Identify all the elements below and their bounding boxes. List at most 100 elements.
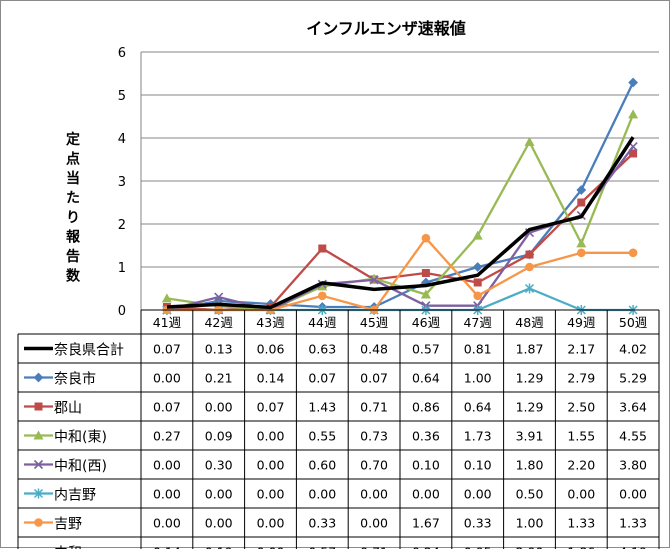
data-point-marker [420, 289, 431, 299]
table-cell-value: 2.79 [567, 371, 595, 386]
data-point-marker [421, 233, 431, 243]
table-cell-value: 0.10 [412, 458, 440, 473]
data-point-marker [525, 262, 534, 272]
y-tick-label: 0 [118, 304, 126, 319]
data-point-marker [369, 275, 379, 285]
y-tick-label: 2 [118, 218, 126, 233]
data-point-marker [577, 248, 586, 258]
table-cell-value: 0.64 [412, 371, 440, 386]
series-1 [166, 136, 635, 310]
table-cell-value: 0.81 [464, 342, 492, 357]
table-cell-value: 4.55 [619, 429, 647, 444]
table-cell-value: 0.00 [153, 487, 181, 502]
table-cell-value: 0.55 [308, 429, 336, 444]
table-cell-value: 1.87 [516, 342, 544, 357]
table-cell-value: 0.00 [360, 516, 388, 531]
gridlines [140, 51, 659, 310]
table-cell-value: 0.00 [619, 487, 647, 502]
legend-label: 奈良県合計 [54, 343, 124, 359]
table-cell-value: 0.00 [360, 487, 388, 502]
series-line [166, 136, 635, 310]
table-row: 郡山 0.07 0.00 0.07 1.43 0.71 0.86 0.64 1.29 2.50 3.… [24, 400, 647, 417]
table-cell-value: 0.00 [257, 516, 285, 531]
y-tick-labels: 0 1 2 3 4 5 6 [118, 46, 126, 319]
table-cell-value: 0.00 [412, 487, 440, 502]
table-cell-value: 0.14 [153, 545, 181, 550]
x-tick-label: 42週 [204, 315, 233, 330]
data-point-marker [317, 281, 328, 291]
table-cell-value: 1.67 [412, 516, 440, 531]
table-cell-value: 2.20 [567, 458, 595, 473]
table-row: 中和 0.14 0.19 0.00 0.57 0.71 0.24 0.95 2.90 1.86 4.… [54, 545, 647, 553]
data-point-marker [577, 198, 586, 207]
table-cell-value: 0.00 [205, 487, 233, 502]
table-row: 中和(東) 0.27 0.09 0.00 0.55 0.73 0.36 1.73 3.91 1.5… [24, 429, 647, 446]
table-cell-value: 0.10 [464, 458, 492, 473]
data-point-marker [318, 244, 327, 253]
table-cell-value: 1.33 [567, 516, 595, 531]
table-cell-value: 1.80 [516, 458, 544, 473]
data-point-marker [576, 238, 587, 248]
table-cell-value: 0.63 [308, 342, 336, 357]
table-cell-value: 0.60 [308, 458, 336, 473]
table-row: 中和(西) 0.00 0.30 0.00 0.60 0.70 0.10 0.10 1.80 2.2… [24, 458, 647, 475]
data-point-marker [161, 293, 172, 303]
table-cell-value: 0.86 [412, 400, 440, 415]
table-cell-value: 0.33 [308, 516, 336, 531]
legend-label: 郡山 [54, 401, 82, 417]
table-cell-value: 3.91 [516, 429, 544, 444]
data-point-marker [576, 185, 587, 195]
table-cell-value: 0.70 [360, 458, 388, 473]
table-cell-value: 0.33 [464, 516, 492, 531]
y-tick-label: 1 [118, 261, 126, 276]
table-cell-value: 4.19 [619, 545, 647, 550]
data-point-marker [472, 230, 483, 240]
data-point-marker [524, 136, 535, 146]
table-cell-value: 1.00 [464, 371, 492, 386]
data-point-marker [473, 278, 482, 287]
y-tick-label: 4 [118, 132, 126, 147]
table-cell-value: 2.17 [567, 342, 595, 357]
x-tick-label: 44週 [308, 315, 337, 330]
data-point-marker [33, 488, 44, 499]
data-point-marker [34, 518, 43, 527]
table-cell-value: 1.33 [619, 516, 647, 531]
table-cell-value: 0.00 [567, 487, 595, 502]
y-tick-label: 3 [118, 175, 126, 190]
legend-label: 中和(西) [54, 459, 107, 475]
series-line [166, 237, 634, 312]
table-cell-value: 0.57 [412, 342, 440, 357]
table-cell-value: 0.00 [257, 487, 285, 502]
table-cell-value: 0.00 [257, 458, 285, 473]
table-cell-value: 2.50 [567, 400, 595, 415]
table-cell-value: 3.80 [619, 458, 647, 473]
table-row: 吉野 0.00 0.00 0.00 0.33 0.00 1.67 0.33 1.00 1.33 1.… [24, 516, 647, 533]
data-point-marker [525, 250, 534, 259]
table-cell-value: 0.00 [257, 545, 285, 550]
x-tick-label: 47週 [463, 315, 492, 330]
table-cell-value: 2.90 [516, 545, 544, 550]
data-point-marker [629, 149, 638, 158]
x-tick-label: 46週 [412, 315, 441, 330]
table-cell-value: 0.07 [308, 371, 336, 386]
table-cell-value: 0.64 [464, 400, 492, 415]
table-cell-value: 0.00 [153, 371, 181, 386]
table-cell-value: 0.48 [360, 342, 388, 357]
table-cell-value: 1.73 [464, 429, 492, 444]
table-cell-value: 0.00 [153, 516, 181, 531]
legend-label: 吉野 [54, 517, 82, 533]
y-axis-label: 定点当たり報告数 [66, 131, 81, 285]
table-cell-value: 1.29 [516, 400, 544, 415]
series-3 [162, 149, 638, 314]
table-cell-value: 0.36 [412, 429, 440, 444]
y-tick-label: 5 [118, 89, 126, 104]
data-point-marker [34, 402, 43, 411]
table-cell-value: 1.00 [516, 516, 544, 531]
x-tick-label: 43週 [256, 315, 285, 330]
data-point-marker [33, 372, 44, 383]
table-cell-value: 0.30 [205, 458, 233, 473]
table-cell-value: 0.00 [205, 400, 233, 415]
table-cell-value: 0.19 [205, 545, 233, 550]
